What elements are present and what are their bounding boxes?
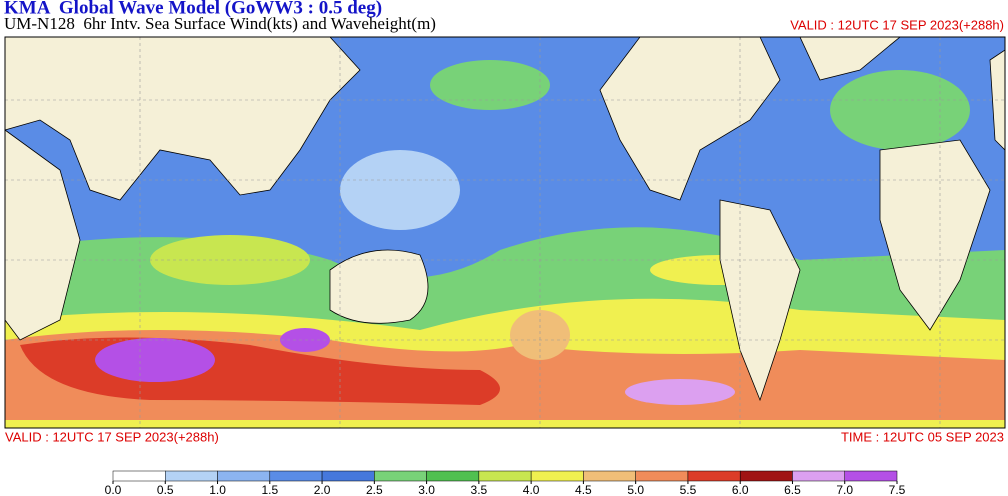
colorbar-box [374,470,427,482]
map [4,36,1006,429]
colorbar-tick-label: 3.5 [471,483,488,496]
title: KMA Global Wave Model (GoWW3 : 0.5 deg) [4,0,382,18]
colorbar-tick-label: 6.0 [732,483,749,496]
colorbar-tick-label: 1.0 [209,483,226,496]
valid-time: VALID : 12UTC 17 SEP 2023(+288h) [790,17,1004,32]
colorbar-tick-label: 4.5 [575,483,592,496]
colorbar-tick-label: 5.0 [627,483,644,496]
colorbar-tick-label: 7.5 [889,483,906,496]
colorbar-tick-label: 7.0 [836,483,853,496]
colorbar-box [269,470,323,482]
colorbar-box [739,470,793,482]
colorbar-tick-label: 3.0 [418,483,435,496]
colorbar-box [530,470,584,482]
colorbar-box [687,470,741,482]
colorbar-box [583,470,636,482]
colorbar-box [426,470,480,482]
valid-time-footer: VALID : 12UTC 17 SEP 2023(+288h) [5,429,219,444]
colorbar-box [165,470,218,482]
colorbar-tick-label: 2.5 [366,483,383,496]
colorbar: 0.0 0.5 1.0 1.5 2.0 2.5 3.0 3.5 4.0 4.5 5.0 5.5 6.0 6… [105,470,906,496]
colorbar-tick-label: 0.5 [157,483,174,496]
colorbar-box [112,470,166,482]
colorbar-tick-label: 0.0 [105,483,122,496]
colorbar-box [217,470,271,482]
colorbar-box [792,470,845,482]
colorbar-box [478,470,532,482]
colorbar-tick-label: 1.5 [261,483,278,496]
colorbar-tick-label: 5.5 [680,483,697,496]
colorbar-tick-label: 4.0 [523,483,540,496]
init-time: TIME : 12UTC 05 SEP 2023 [841,429,1004,444]
colorbar-tick-label: 6.5 [784,483,801,496]
colorbar-box [321,470,375,482]
subtitle: UM-N128 6hr Intv. Sea Surface Wind(kts) … [4,14,436,33]
colorbar-box [844,470,898,482]
colorbar-tick-label: 2.0 [314,483,331,496]
colorbar-box [635,470,689,482]
